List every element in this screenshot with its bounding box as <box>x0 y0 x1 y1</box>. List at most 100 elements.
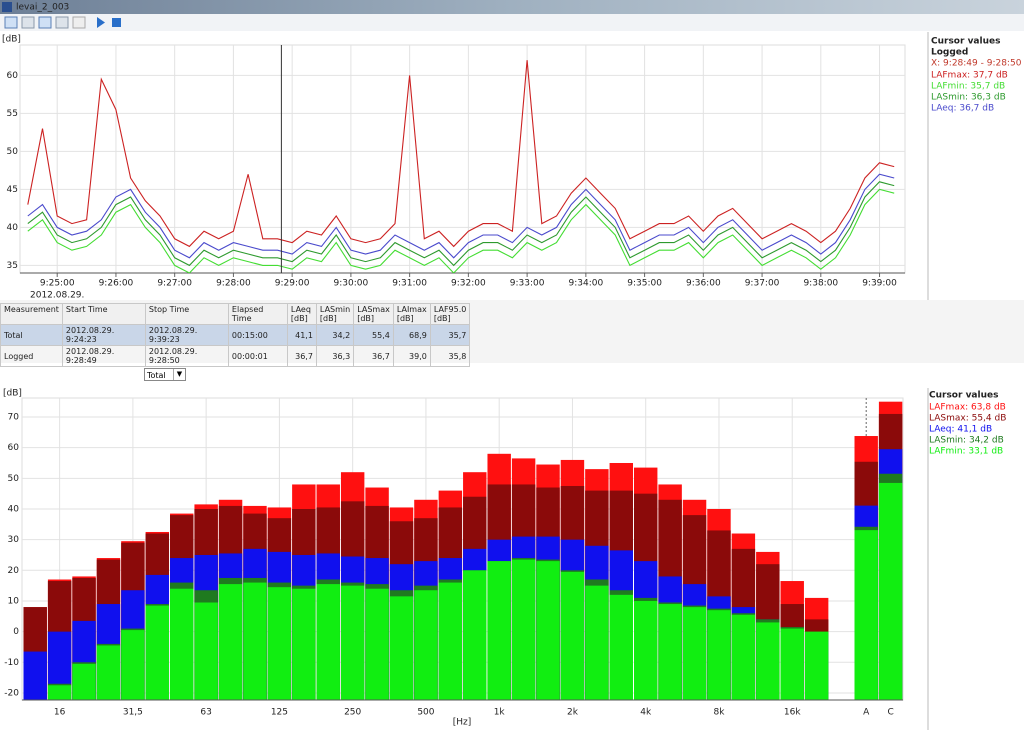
bar <box>72 663 96 700</box>
column-header: LAImax [dB] <box>392 303 431 325</box>
measurement-dropdown[interactable]: Total ▼ <box>144 368 186 381</box>
x-tick-label: C <box>887 708 893 718</box>
x-tick-label: 9:28:00 <box>216 279 251 289</box>
table-row[interactable]: Logged 2012.08.29. 9:28:49 2012.08.29. 9:2… <box>0 345 471 367</box>
x-tick-label: 2k <box>567 708 579 718</box>
y-tick-label: -20 <box>4 688 19 698</box>
y-tick-label: 45 <box>7 185 18 195</box>
bar <box>682 607 707 700</box>
tool-button[interactable] <box>38 16 52 29</box>
dropdown-arrow[interactable]: ▼ <box>173 369 185 380</box>
x-tick-label: 9:26:00 <box>99 279 134 289</box>
legend-entry: LASmin: 34,2 dB <box>929 436 1004 446</box>
dropdown-value: Total <box>147 371 166 380</box>
bar <box>658 604 682 700</box>
cursor-x-label: X: 9:28:49 - 9:28:50 <box>931 59 1022 69</box>
table-cell: 00:15:00 <box>227 324 288 346</box>
play-button[interactable] <box>97 17 105 28</box>
title-bar <box>0 0 1024 14</box>
x-tick-label: 4k <box>640 708 652 718</box>
stop-button[interactable] <box>112 18 121 27</box>
y-tick-label: 55 <box>7 109 18 119</box>
bar <box>854 530 878 700</box>
toolbar-buttons[interactable] <box>4 16 121 29</box>
bar <box>804 631 829 700</box>
y-tick-label: 40 <box>8 504 20 514</box>
bar-group <box>23 401 903 700</box>
table-cell: 2012.08.29. 9:28:49 <box>61 345 146 367</box>
table-cell: 00:00:01 <box>227 345 288 367</box>
y-tick-label: 30 <box>8 535 20 545</box>
bar <box>878 482 903 700</box>
tool-button[interactable] <box>4 16 18 29</box>
y-tick-label: 20 <box>8 566 20 576</box>
y-tick-label: 60 <box>8 443 20 453</box>
measurement-table: Measurement Start Time Stop Time Elapsed Ti… <box>0 303 471 367</box>
toolbar <box>0 14 1024 31</box>
x-tick-label: 9:35:00 <box>627 279 662 289</box>
bar <box>340 585 365 700</box>
x-tick-label: 9:31:00 <box>392 279 427 289</box>
table-cell: 68,9 <box>392 324 431 346</box>
y-tick-label: 50 <box>8 474 20 484</box>
table-cell: 2012.08.29. 9:24:23 <box>61 324 146 346</box>
x-tick-label: 250 <box>344 708 361 718</box>
x-tick-label: 9:39:00 <box>862 279 897 289</box>
y-tick-label: 0 <box>13 627 19 637</box>
x-tick-label: 9:38:00 <box>803 279 838 289</box>
bar <box>414 590 438 700</box>
y-tick-label: 70 <box>8 413 20 423</box>
tool-button[interactable] <box>72 16 86 29</box>
legend-entry: LAFmax: 37,7 dB <box>931 71 1008 81</box>
tool-button[interactable] <box>55 16 69 29</box>
bar <box>243 582 267 700</box>
bar <box>47 685 72 700</box>
y-axis-label: [dB] <box>2 35 21 45</box>
legend-entry: LAeq: 36,7 dB <box>931 104 994 114</box>
bar <box>316 584 340 700</box>
app-icon <box>2 2 12 12</box>
series-line <box>27 181 895 267</box>
bar <box>707 610 731 700</box>
y-tick-label: 40 <box>7 223 19 233</box>
table-row[interactable]: Total 2012.08.29. 9:24:23 2012.08.29. 9:39… <box>0 324 471 346</box>
tool-button[interactable] <box>21 16 35 29</box>
x-tick-label: 16 <box>54 708 66 718</box>
y-tick-label: 10 <box>8 596 20 606</box>
x-tick-label: 1k <box>494 708 506 718</box>
table-cell: 2012.08.29. 9:28:50 <box>144 345 229 367</box>
column-header: LAeq [dB] <box>286 303 317 325</box>
bar <box>365 588 389 700</box>
x-tick-label: 9:25:00 <box>40 279 75 289</box>
legend-entry: LAFmin: 35,7 dB <box>931 82 1005 92</box>
bar <box>170 588 194 700</box>
x-tick-label: 9:32:00 <box>451 279 486 289</box>
window-title: levai_2_003 <box>16 3 69 13</box>
bar <box>609 594 633 700</box>
y-tick-label: 50 <box>7 147 19 157</box>
legend-group: Logged <box>931 48 968 58</box>
legend-entry: LAFmin: 33,1 dB <box>929 447 1003 457</box>
column-header: Stop Time <box>144 303 229 325</box>
y-tick-label: 60 <box>7 71 19 81</box>
x-tick-label: 500 <box>417 708 434 718</box>
x-tick-label: 31,5 <box>123 708 143 718</box>
table-cell: Logged <box>0 345 63 367</box>
table-cell: 2012.08.29. 9:39:23 <box>144 324 229 346</box>
bar <box>731 614 756 700</box>
legend-entry: LAeq: 41,1 dB <box>929 425 992 435</box>
x-tick-label: 9:36:00 <box>686 279 721 289</box>
bar <box>463 570 487 700</box>
x-tick-label: 9:29:00 <box>275 279 310 289</box>
x-tick-label: 8k <box>713 708 725 718</box>
x-date-label: 2012.08.29. <box>30 291 84 301</box>
bar <box>560 571 585 700</box>
table-cell: 36,3 <box>315 345 355 367</box>
bar <box>145 605 170 700</box>
legend-entry: LASmin: 36,3 dB <box>931 93 1006 103</box>
y-axis-label: [dB] <box>3 389 22 399</box>
x-axis-label: [Hz] <box>453 718 472 728</box>
bar <box>96 645 121 700</box>
header-row: Measurement Start Time Stop Time Elapsed Ti… <box>0 303 471 325</box>
